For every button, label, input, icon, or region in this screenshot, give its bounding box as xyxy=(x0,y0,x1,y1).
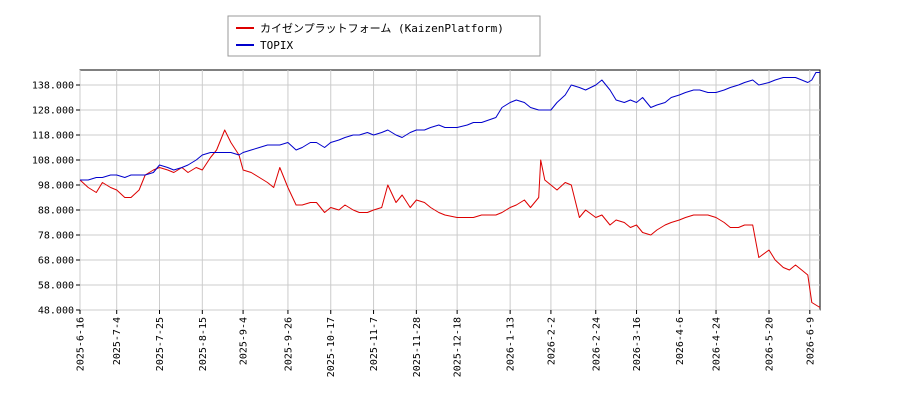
y-tick-label: 48.000 xyxy=(38,306,74,317)
y-tick-label: 118.000 xyxy=(32,131,74,142)
y-tick-label: 88.000 xyxy=(38,206,74,217)
x-tick-label: 2026-1-13 xyxy=(506,317,517,371)
x-tick-label: 2025-11-28 xyxy=(412,317,423,377)
x-tick-label: 2026-2-2 xyxy=(546,317,557,365)
legend-box xyxy=(227,15,541,57)
series-lines xyxy=(79,72,821,308)
legend-label-kaizen: カイゼンプラットフォーム (KaizenPlatform) xyxy=(260,22,504,35)
x-tick-label: 2025-6-16 xyxy=(76,317,87,371)
x-tick-label: 2025-9-4 xyxy=(239,317,250,365)
legend: カイゼンプラットフォーム (KaizenPlatform) TOPIX xyxy=(227,15,541,57)
series-line-kaizen xyxy=(79,129,821,308)
grid xyxy=(79,70,820,311)
y-tick-label: 78.000 xyxy=(38,231,74,242)
x-tick-label: 2025-11-7 xyxy=(369,317,380,371)
y-tick-label: 98.000 xyxy=(38,181,74,192)
legend-label-topix: TOPIX xyxy=(260,39,293,52)
x-tick-label: 2026-4-6 xyxy=(675,317,686,365)
y-tick-label: 108.000 xyxy=(32,156,74,167)
x-tick-label: 2026-5-20 xyxy=(765,317,776,371)
y-tick-label: 58.000 xyxy=(38,281,74,292)
x-tick-label: 2026-2-24 xyxy=(591,317,602,371)
x-tick-label: 2025-10-17 xyxy=(326,317,337,377)
x-tick-label: 2026-3-16 xyxy=(632,317,643,371)
y-tick-label: 128.000 xyxy=(32,106,74,117)
x-tick-label: 2025-9-26 xyxy=(283,317,294,371)
x-tick-label: 2025-7-4 xyxy=(112,317,123,365)
y-tick-label: 68.000 xyxy=(38,256,74,267)
series-line-topix xyxy=(80,72,820,181)
x-tick-label: 2025-7-25 xyxy=(155,317,166,371)
plot-area xyxy=(79,69,821,311)
axes: 48.000 58.000 68.000 78.000 88.000 98.000 108.… xyxy=(32,81,816,378)
x-tick-label: 2026-4-24 xyxy=(712,317,723,371)
y-tick-label: 138.000 xyxy=(32,81,74,92)
x-tick-label: 2026-6-9 xyxy=(805,317,816,365)
x-tick-label: 2025-8-15 xyxy=(198,317,209,371)
x-tick-label: 2025-12-18 xyxy=(453,317,464,377)
